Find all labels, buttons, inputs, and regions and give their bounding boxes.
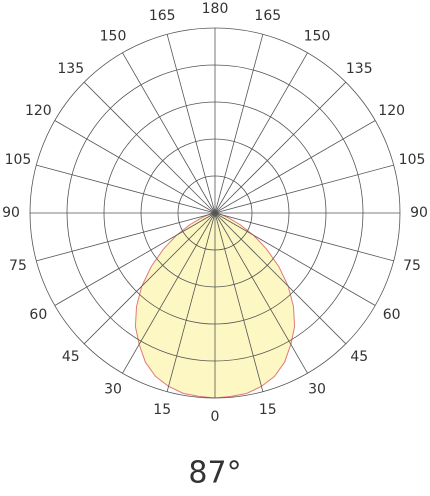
grid-spoke [83, 81, 216, 214]
angle-label: 60 [29, 307, 47, 323]
angle-label: 165 [254, 8, 281, 24]
grid-spoke [36, 164, 216, 214]
grid-spoke [214, 212, 376, 306]
grid-spoke [214, 52, 308, 214]
grid-spoke [54, 120, 216, 214]
angle-label: 30 [308, 382, 326, 398]
angle-label: 15 [153, 402, 171, 418]
grid-spoke [214, 120, 376, 214]
grid-spoke [54, 212, 216, 306]
angle-label: 15 [259, 402, 277, 418]
angle-label: 135 [57, 61, 84, 77]
angle-label: 75 [403, 258, 421, 274]
angle-label: 120 [25, 103, 52, 119]
grid-spoke [166, 212, 216, 392]
grid-spoke [214, 34, 264, 214]
grid-spoke [214, 212, 394, 262]
grid-spoke [36, 212, 216, 262]
angle-label: 105 [399, 152, 426, 168]
beam-angle: 87° [188, 456, 241, 491]
angle-label: 135 [346, 61, 373, 77]
angle-label: 60 [383, 307, 401, 323]
grid-spoke [83, 212, 216, 345]
angle-label: 150 [100, 28, 127, 44]
grid-spoke [122, 52, 216, 214]
grid-spoke [214, 212, 264, 392]
angle-label: 90 [2, 205, 20, 221]
angle-label: 120 [378, 103, 405, 119]
angle-label: 0 [211, 409, 220, 425]
angle-label: 30 [104, 382, 122, 398]
grid-spoke [214, 81, 347, 214]
angle-label: 165 [149, 8, 176, 24]
angle-label: 75 [9, 258, 27, 274]
grid-spoke [166, 34, 216, 214]
angle-label: 105 [5, 152, 32, 168]
angle-label: 150 [304, 28, 331, 44]
grid-spoke [122, 212, 216, 374]
grid-spoke [214, 212, 308, 374]
angle-label: 45 [350, 349, 368, 365]
grid-spoke [214, 164, 394, 214]
angle-label: 90 [410, 205, 428, 221]
angle-label: 180 [202, 1, 229, 17]
grid-spoke [214, 212, 347, 345]
angle-label: 45 [62, 349, 80, 365]
